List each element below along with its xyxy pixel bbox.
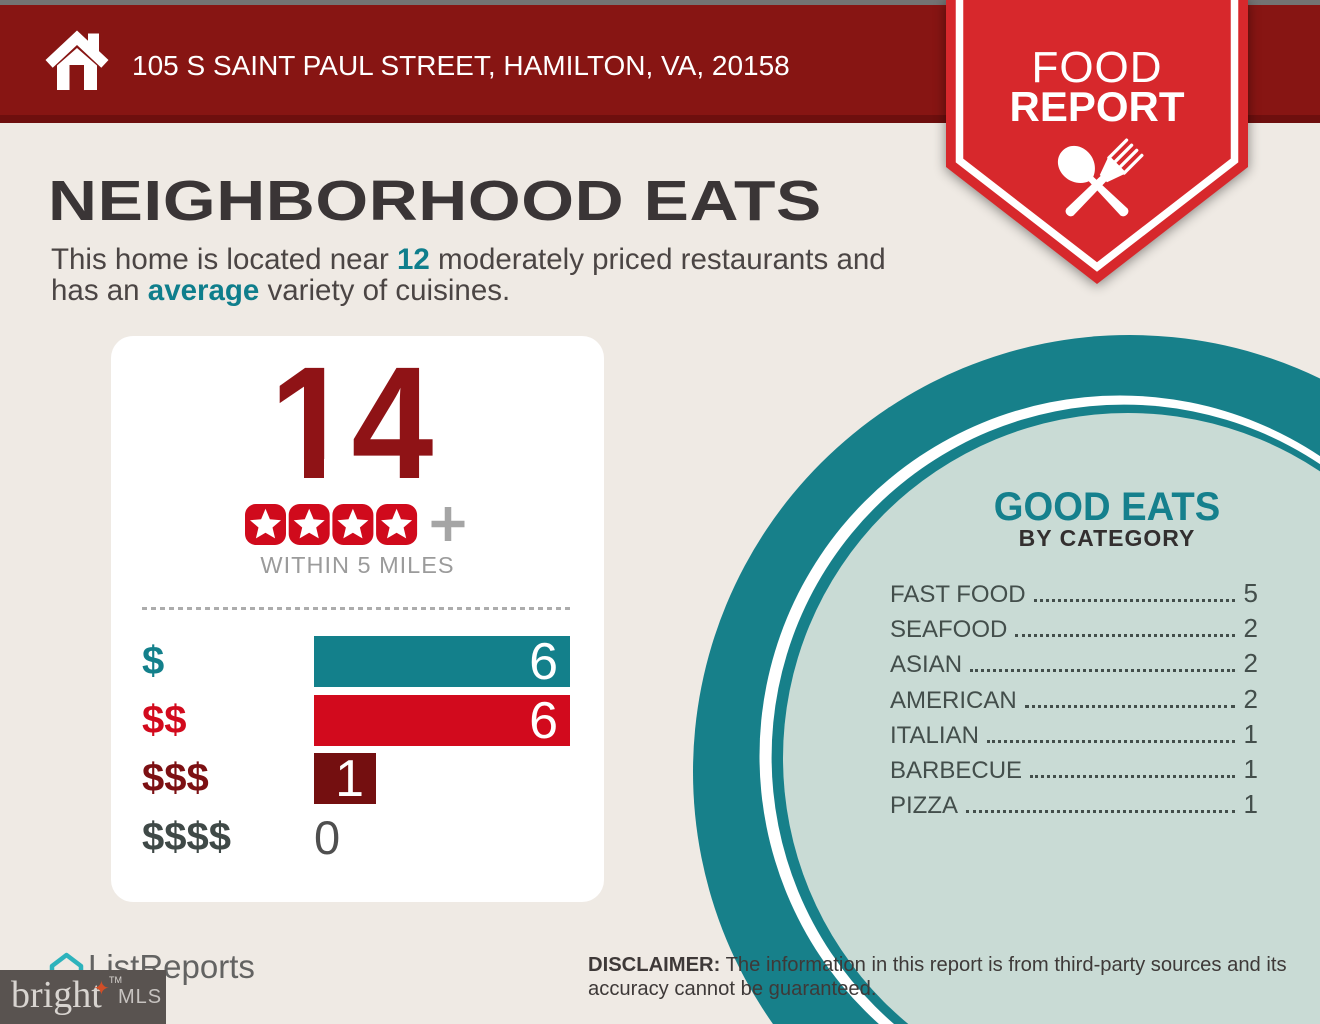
svg-text:REPORT: REPORT: [1009, 83, 1184, 130]
svg-text:FOOD: FOOD: [1031, 43, 1162, 92]
